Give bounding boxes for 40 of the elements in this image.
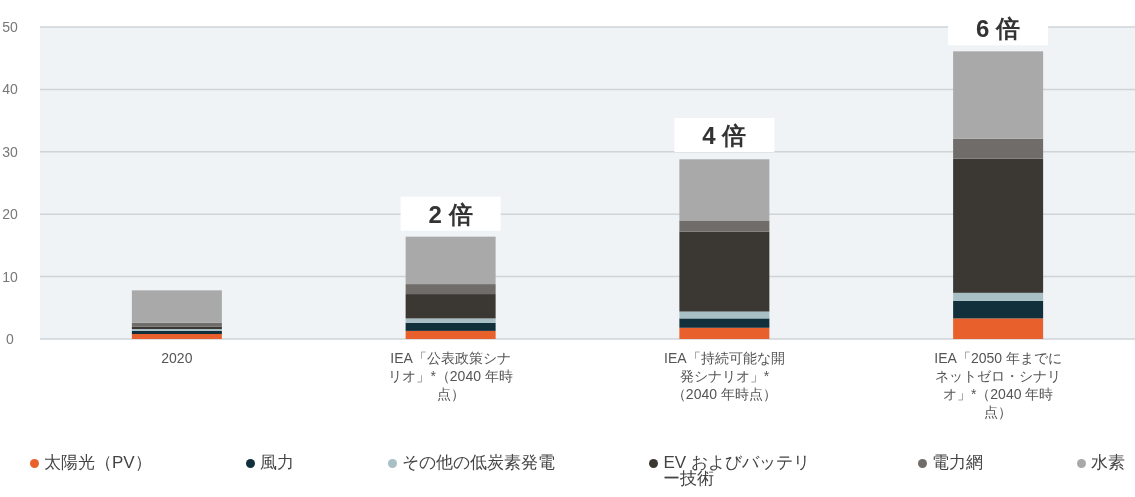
- bar: [131, 322, 222, 327]
- legend-label: 風力: [259, 453, 294, 472]
- y-tick-label: 20: [2, 206, 18, 223]
- bar: [953, 51, 1044, 139]
- bar: [953, 158, 1044, 293]
- x-tick-label: IEA「公表政策シナリオ」*（2040 年時点）: [387, 349, 514, 403]
- bar: [953, 300, 1044, 319]
- y-tick-label: 0: [6, 331, 15, 347]
- annotation: 6 倍: [976, 15, 1021, 43]
- legend-label: 水素: [1090, 453, 1125, 472]
- bar: [405, 236, 496, 285]
- bar: [679, 159, 770, 221]
- y-tick-label: 40: [2, 81, 18, 98]
- bar: [405, 284, 496, 295]
- y-tick-label: 50: [2, 19, 18, 35]
- bar: [131, 290, 222, 323]
- x-tick-label: IEA「持続可能な開発シナリオ」*（2040 年時点）: [663, 349, 786, 403]
- x-tick-label: 2020: [160, 349, 194, 367]
- y-tick-label: 10: [2, 268, 18, 285]
- bar: [679, 318, 770, 328]
- legend-label: 電力網: [931, 453, 983, 472]
- bar: [405, 294, 496, 319]
- bar: [405, 330, 496, 339]
- bar: [953, 138, 1044, 159]
- bar: [953, 318, 1044, 339]
- x-tick-label: IEA「2050 年までにネットゼロ・シナリオ」*（2040 年時点）: [933, 349, 1063, 421]
- y-tick-label: 30: [2, 143, 18, 160]
- bar: [953, 292, 1044, 301]
- legend-label: 太陽光（PV）: [44, 453, 152, 472]
- bar: [679, 220, 770, 232]
- legend-label: その他の低炭素発電: [402, 453, 556, 472]
- bar: [679, 231, 770, 312]
- bar: [131, 334, 222, 339]
- bar: [405, 318, 496, 323]
- legend-label: EV およびバッテリー技術: [663, 453, 811, 488]
- bar: [131, 330, 222, 335]
- annotation: 2 倍: [428, 200, 473, 228]
- bar: [679, 327, 770, 339]
- annotation: 4 倍: [702, 122, 747, 150]
- bar: [405, 322, 496, 331]
